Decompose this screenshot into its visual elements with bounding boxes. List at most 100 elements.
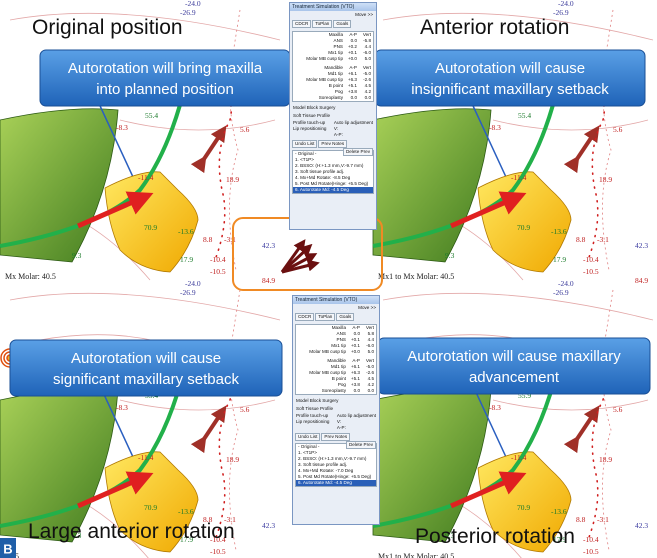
table-cell: -6.0 <box>363 50 371 55</box>
undo-item[interactable]: 3. Soft tissue profile adj. <box>298 462 348 467</box>
undo-tabs: Undo List Prev Notes Delete Prev <box>293 431 379 449</box>
undo-item[interactable]: 3. Soft tissue profile adj. <box>295 169 345 174</box>
value-table: Maxilla A-P Vert ANS 0.0 -5.8 PNS +0.2 4.4 Mx1 ti… <box>292 31 374 102</box>
radio-option[interactable]: Profile touch-up <box>296 413 329 418</box>
measure-label: -24.0 <box>558 279 574 288</box>
tracing <box>229 289 241 551</box>
table-cell: 4.4 <box>367 337 374 342</box>
undo-item[interactable]: 5. Post Md Rotate(Hinge: +5.5 Deg) <box>295 181 369 186</box>
tab[interactable]: ToPlan <box>315 313 336 321</box>
measure-label: 9.3 <box>72 251 82 260</box>
table-cell: +6.1 <box>350 364 360 369</box>
table-cell: Pog <box>337 382 346 387</box>
tab[interactable]: Prev Notes <box>321 433 351 441</box>
move-button[interactable]: Move >> <box>358 305 376 310</box>
ceph-panel: -24.0-26.929.113.96.255.45.6-8.3-11.418.… <box>372 0 654 285</box>
value-table: Maxilla A-P Vert ANS 0.0 5.8 PNS +0.1 4.4 Mx1 tip… <box>295 324 377 395</box>
radio-option[interactable]: Profile touch-up <box>293 120 326 125</box>
measure-label: 18.9 <box>226 175 239 184</box>
table-row: Pog +3.8 4.2 <box>296 382 376 388</box>
measure-label: 84.9 <box>262 556 275 558</box>
undo-item[interactable]: 1. <T1P> <box>295 157 314 162</box>
table-row: Maxilla A-P Vert <box>293 32 373 38</box>
tab[interactable]: ToPlan <box>312 20 333 28</box>
table-cell: PNS <box>333 44 343 49</box>
green-arrow <box>0 352 194 528</box>
measure-label: 42.3 <box>635 241 648 250</box>
table-row: ANS 0.0 -5.8 <box>293 38 373 44</box>
measure-label: 8.8 <box>576 235 586 244</box>
measure-label: 17.9 <box>180 255 193 264</box>
vto-dialog: Treatment Simulation (VTO) Move >> CDCR ToP… <box>289 2 377 230</box>
profile-dots <box>212 84 232 261</box>
undo-item[interactable]: 5. Post Md Rotate(Hinge: +5.5 Deg) <box>298 474 372 479</box>
checkbox[interactable]: Model Block Surgery <box>293 105 336 110</box>
undo-item[interactable]: - Original - <box>298 444 320 449</box>
measure-label: Mx Molar: 40.5 <box>5 272 56 281</box>
dialog-title: Treatment Simulation (VTO) <box>290 3 376 11</box>
undo-item[interactable]: 1. <T1P> <box>298 450 317 455</box>
measure-label: -13.6 <box>178 227 194 236</box>
measure-label: -10.5 <box>210 547 226 556</box>
callout-text: into planned position <box>96 81 234 98</box>
table-cell: Vert <box>365 358 374 363</box>
undo-item[interactable]: 6. Autorotate Md: -4.5 Deg <box>293 187 373 193</box>
measure-label: 9.3 <box>445 251 455 260</box>
measure-label: 84.9 <box>635 556 648 558</box>
measure-label: -24.0 <box>185 0 201 8</box>
tab[interactable]: Prev Notes <box>318 140 348 148</box>
tabs: CDCR ToPlan Goals <box>293 312 379 322</box>
delete-button[interactable]: Delete Prev <box>345 441 376 449</box>
callout-text: advancement <box>469 369 560 386</box>
tab[interactable]: Undo List <box>292 140 318 148</box>
table-cell: +0.0 <box>350 349 360 354</box>
tab[interactable]: Goals <box>333 20 352 28</box>
table-cell: -5.0 <box>363 71 371 76</box>
radio-group: Profile touch-up Lip repositioning <box>293 120 334 138</box>
undo-item[interactable]: - Original - <box>295 151 317 156</box>
table-cell: Molar MB cusp tip <box>309 370 346 375</box>
tab[interactable]: CDCR <box>292 20 312 28</box>
bone-shape <box>372 388 492 543</box>
measure-label: 17.9 <box>180 535 193 544</box>
table-cell: Vert <box>362 32 371 37</box>
table-cell: +6.3 <box>347 77 357 82</box>
table-cell: 5.8 <box>367 331 374 336</box>
undo-item[interactable]: 4. Mx+Md Rotate: -8.5 Deg <box>295 175 351 180</box>
table-cell: +5.1 <box>347 83 357 88</box>
tab[interactable]: Goals <box>336 313 355 321</box>
callout-text: Autorotation will cause <box>435 60 585 77</box>
measure-label: -13.6 <box>551 507 567 516</box>
table-row: PNS +0.2 4.4 <box>293 44 373 50</box>
measure-label: 84.9 <box>635 276 648 285</box>
undo-item[interactable]: 6. Autorotate Md: -4.5 Deg <box>296 480 376 486</box>
measure-label: -8.3 <box>116 123 128 132</box>
ceph-panel: -24.0-26.929.113.96.255.45.6-8.3-11.418.… <box>0 279 281 558</box>
figure-label-box <box>0 538 16 558</box>
tab[interactable]: CDCR <box>295 313 315 321</box>
measure-label: -24.0 <box>185 279 201 288</box>
panel-title: Anterior rotation <box>420 16 569 39</box>
radio-option[interactable]: Lip repositioning <box>293 126 327 131</box>
table-row: Molar MB cusp tip +0.0 5.0 <box>296 349 376 355</box>
undo-item[interactable]: 2. BSSO: (H:+1.3 mm,V:-9.7 mm) <box>298 456 367 461</box>
callout-text: insignificant maxillary setback <box>411 81 609 98</box>
delete-button[interactable]: Delete Prev <box>342 148 373 156</box>
tab[interactable]: Undo List <box>295 433 321 441</box>
radio-option[interactable]: Lip repositioning <box>296 419 330 424</box>
auto-lip-title: Auto lip adjustment <box>333 120 373 125</box>
undo-item[interactable]: 2. BSSO: (H:+1.3 mm,V:-9.7 mm) <box>295 163 364 168</box>
move-button[interactable]: Move >> <box>355 12 373 17</box>
checkbox[interactable]: Model Block Surgery <box>296 398 339 403</box>
table-row: Md1 tip +6.1 -5.0 <box>296 364 376 370</box>
measure-label: 70.9 <box>517 503 530 512</box>
measure-label: -10.4 <box>583 255 599 264</box>
table-cell: PNS <box>336 337 346 342</box>
table-cell: Soreoplasty <box>318 95 343 100</box>
measure-label: 55.4 <box>518 111 531 120</box>
undo-list: - Original -1. <T1P> 2. BSSO: (H:+1.3 mm,… <box>292 150 374 194</box>
measure-label: -11.4 <box>511 453 527 462</box>
callout-text: significant maxillary setback <box>53 371 239 388</box>
undo-item[interactable]: 4. Mx+Md Rotate: -7.0 Deg <box>298 468 354 473</box>
measure-label: 42.3 <box>262 521 275 530</box>
